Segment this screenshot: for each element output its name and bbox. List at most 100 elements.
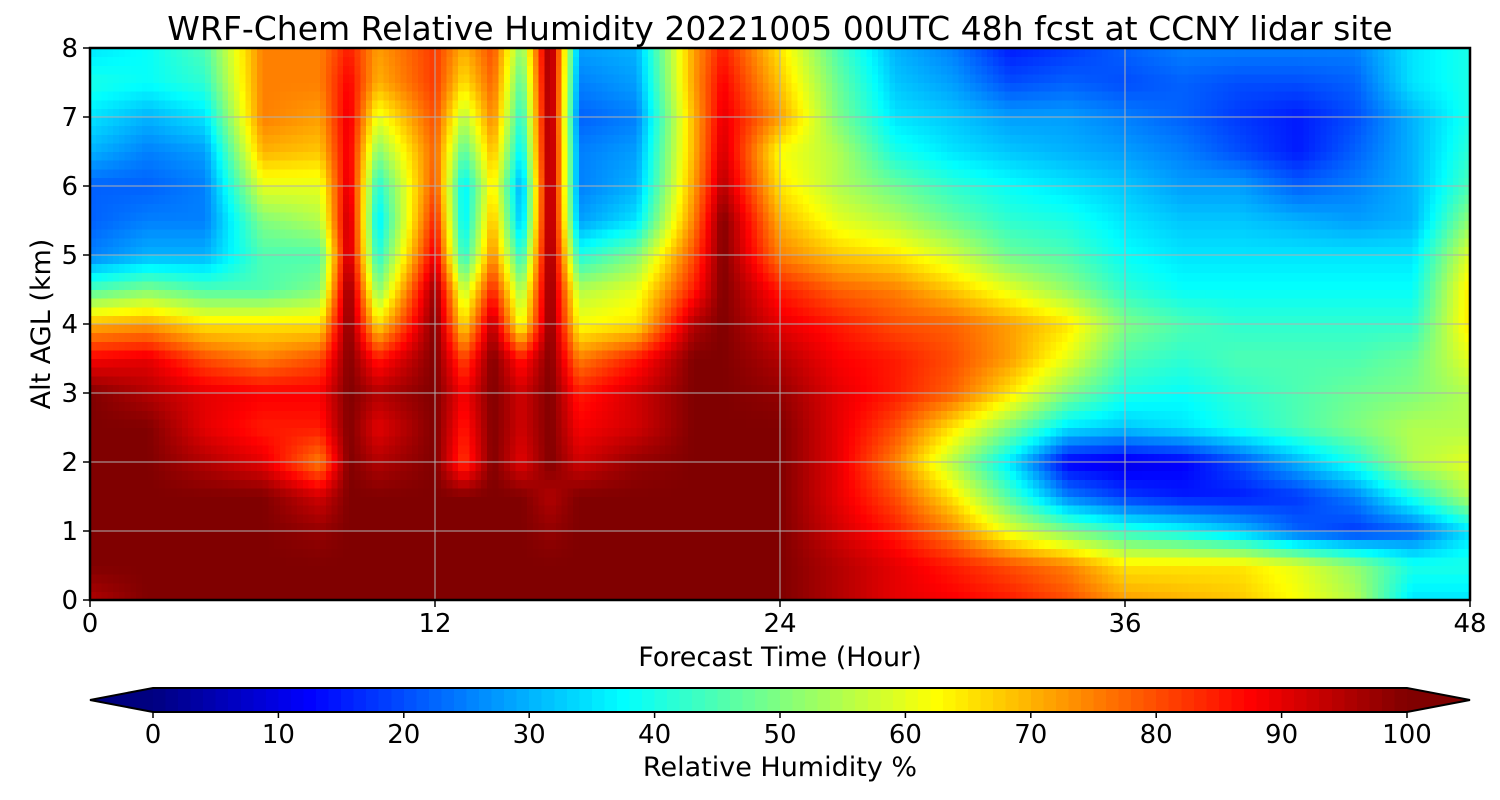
heatmap-cell	[354, 298, 361, 308]
heatmap-cell	[239, 393, 246, 403]
heatmap-cell	[337, 418, 344, 429]
heatmap-cell	[153, 255, 160, 265]
heatmap-cell	[308, 582, 315, 592]
heatmap-cell	[153, 418, 160, 429]
heatmap-cell	[383, 496, 390, 506]
heatmap-cell	[435, 332, 442, 342]
heatmap-cell	[354, 194, 361, 204]
heatmap-cell	[435, 220, 442, 230]
heatmap-cell	[297, 574, 304, 584]
heatmap-cell	[377, 444, 384, 454]
heatmap-cell	[274, 220, 281, 230]
heatmap-cell	[521, 341, 528, 351]
heatmap-cell	[469, 82, 476, 92]
heatmap-cell	[371, 470, 379, 480]
heatmap-cell	[446, 168, 453, 178]
heatmap-cell	[394, 211, 402, 222]
heatmap-cell	[538, 582, 545, 592]
heatmap-cell	[193, 56, 200, 66]
heatmap-cell	[394, 306, 402, 316]
heatmap-cell	[440, 375, 448, 385]
heatmap-cell	[245, 160, 252, 170]
heatmap-cell	[210, 522, 218, 532]
heatmap-cell	[509, 341, 517, 351]
heatmap-cell	[486, 513, 494, 523]
heatmap-cell	[256, 125, 264, 135]
heatmap-cell	[498, 444, 505, 454]
heatmap-cell	[412, 229, 419, 239]
heatmap-cell	[440, 160, 448, 170]
heatmap-cell	[268, 375, 275, 385]
heatmap-cell	[348, 384, 356, 394]
heatmap-cell	[440, 255, 448, 265]
heatmap-cell	[366, 142, 373, 153]
heatmap-cell	[251, 134, 258, 144]
heatmap-cell	[130, 229, 137, 239]
heatmap-cell	[320, 393, 327, 403]
heatmap-cell	[268, 487, 275, 498]
heatmap-cell	[337, 444, 344, 454]
heatmap-cell	[498, 332, 505, 342]
heatmap-cell	[170, 539, 177, 549]
heatmap-cell	[429, 298, 436, 308]
heatmap-cell	[400, 444, 407, 454]
heatmap-cell	[182, 410, 189, 420]
heatmap-cell	[314, 444, 321, 454]
heatmap-cell	[440, 453, 448, 463]
heatmap-cell	[343, 255, 350, 265]
heatmap-cell	[314, 306, 321, 316]
heatmap-cell	[435, 358, 442, 368]
heatmap-cell	[216, 522, 223, 532]
heatmap-cell	[440, 194, 448, 204]
heatmap-cell	[274, 142, 281, 153]
heatmap-cell	[348, 427, 356, 437]
heatmap-cell	[394, 272, 402, 282]
heatmap-cell	[182, 548, 189, 558]
heatmap-cell	[325, 263, 333, 273]
heatmap-cell	[159, 220, 166, 230]
heatmap-cell	[130, 548, 137, 558]
heatmap-cell	[147, 539, 154, 549]
heatmap-cell	[452, 203, 459, 213]
heatmap-cell	[400, 582, 407, 592]
heatmap-cell	[337, 487, 344, 498]
heatmap-cell	[124, 203, 131, 213]
heatmap-cell	[297, 367, 304, 377]
heatmap-cell	[343, 332, 350, 342]
heatmap-cell	[360, 453, 367, 463]
heatmap-cell	[337, 315, 344, 325]
heatmap-cell	[452, 410, 459, 420]
heatmap-cell	[262, 186, 269, 196]
heatmap-cell	[297, 427, 304, 437]
heatmap-cell	[159, 134, 166, 144]
heatmap-cell	[371, 272, 379, 282]
heatmap-cell	[348, 444, 356, 454]
heatmap-cell	[170, 177, 177, 187]
heatmap-cell	[101, 237, 108, 247]
heatmap-cell	[486, 82, 494, 92]
heatmap-cell	[515, 582, 522, 592]
heatmap-cell	[440, 393, 448, 403]
heatmap-cell	[279, 56, 287, 66]
heatmap-cell	[118, 255, 126, 265]
heatmap-cell	[521, 108, 528, 118]
heatmap-cell	[199, 48, 206, 58]
heatmap-cell	[176, 229, 183, 239]
heatmap-cell	[251, 211, 258, 222]
heatmap-cell	[262, 341, 269, 351]
heatmap-cell	[268, 324, 275, 334]
heatmap-cell	[308, 298, 315, 308]
heatmap-cell	[297, 246, 304, 256]
heatmap-cell	[360, 522, 367, 532]
heatmap-cell	[239, 324, 246, 334]
heatmap-cell	[492, 134, 499, 144]
heatmap-cell	[205, 263, 212, 273]
heatmap-cell	[308, 479, 315, 489]
heatmap-cell	[256, 332, 264, 342]
heatmap-cell	[136, 134, 143, 144]
heatmap-cell	[308, 548, 315, 558]
heatmap-cell	[371, 280, 379, 291]
heatmap-cell	[515, 591, 522, 600]
heatmap-cell	[354, 289, 361, 299]
heatmap-cell	[389, 453, 396, 463]
